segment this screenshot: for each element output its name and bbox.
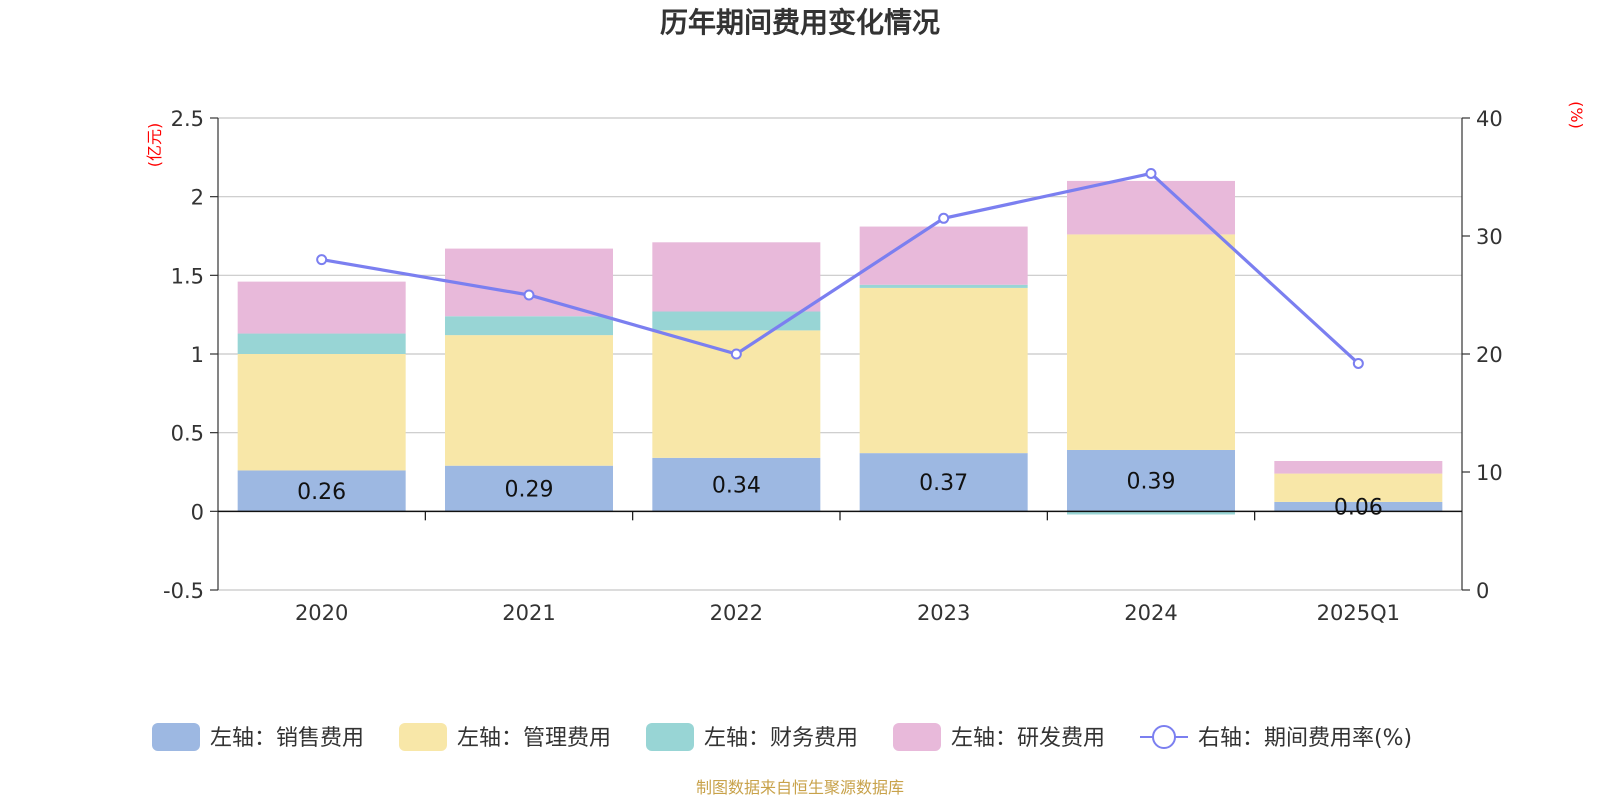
rate-line-point (523, 289, 535, 301)
rate-line-point (730, 348, 742, 360)
right-tick-label: 40 (1476, 107, 1503, 131)
bar-data-label: 0.37 (919, 471, 968, 496)
bar-segment (445, 465, 613, 512)
left-tick-label: 1.5 (171, 264, 204, 288)
bar-data-label: 0.29 (505, 478, 554, 503)
bar-data-label: 0.39 (1127, 470, 1176, 495)
left-axis-unit: (亿元) (145, 123, 164, 168)
bars (237, 180, 1443, 515)
bar-data-label: 0.34 (712, 474, 761, 499)
bar-segment (1067, 449, 1235, 512)
rate-line-path (321, 171, 1360, 365)
bar-segment (652, 242, 821, 312)
bar-labels: 0.26 0.29 0.34 0.37 0.39 0.06 (297, 470, 1383, 521)
bar-segment (1067, 511, 1235, 515)
grid (218, 117, 1462, 591)
left-axis-ticks: -0.5 0 0.5 1 1.5 2 2.5 (163, 107, 218, 603)
bar-segment (1067, 234, 1235, 450)
bar-data-label: 0.06 (1334, 496, 1383, 521)
x-tick-label: 2022 (710, 601, 763, 625)
right-axis-unit: (%) (1567, 101, 1586, 129)
legend-swatch (152, 723, 200, 751)
bar-segment (445, 335, 613, 466)
rate-line (316, 167, 1364, 369)
bar-segment (859, 287, 1028, 454)
rate-line-point (1352, 357, 1364, 369)
right-tick-label: 30 (1476, 225, 1503, 249)
bar-segment (1274, 501, 1443, 512)
legend-swatch (893, 723, 941, 751)
bar-segment (237, 333, 406, 354)
bar-segment (237, 281, 406, 334)
legend-label: 右轴：期间费用率(%) (1198, 726, 1412, 751)
right-tick-label: 10 (1476, 461, 1503, 485)
bar-segment (859, 284, 1028, 288)
x-tick-label: 2020 (295, 601, 348, 625)
bar-segment (859, 453, 1028, 512)
left-tick-label: 2.5 (171, 107, 204, 131)
left-tick-label: 2 (191, 186, 204, 210)
left-tick-label: -0.5 (163, 579, 204, 603)
x-axis-ticks: 2020 2021 2022 2023 2024 2025Q1 (295, 601, 1400, 625)
rate-line-point (938, 212, 950, 224)
right-tick-label: 20 (1476, 343, 1503, 367)
x-tick-label: 2021 (502, 601, 555, 625)
bar-segment (237, 354, 406, 471)
legend: 左轴：销售费用 左轴：管理费用 左轴：财务费用 左轴：研发费用 右轴：期间费用率(%) (152, 723, 1412, 751)
legend-swatch (646, 723, 694, 751)
x-tick-label: 2023 (917, 601, 970, 625)
right-axis-ticks: 0 10 20 30 40 (1462, 107, 1503, 603)
legend-label: 左轴：财务费用 (704, 726, 858, 751)
source-note: 制图数据来自恒生聚源数据库 (696, 778, 904, 797)
legend-label: 左轴：研发费用 (951, 726, 1105, 751)
left-tick-label: 1 (191, 343, 204, 367)
x-tick-label: 2024 (1124, 601, 1177, 625)
rate-line-point (1145, 167, 1157, 179)
right-tick-label: 0 (1476, 579, 1489, 603)
bar-data-label: 0.26 (297, 480, 346, 505)
legend-label: 左轴：销售费用 (210, 726, 364, 751)
left-tick-label: 0.5 (171, 422, 204, 446)
legend-swatch (399, 723, 447, 751)
left-tick-label: 0 (191, 500, 204, 524)
legend-label: 左轴：管理费用 (457, 726, 611, 751)
bar-segment (1274, 460, 1443, 474)
bar-segment (445, 316, 613, 336)
bar-segment (237, 470, 406, 512)
chart-title: 历年期间费用变化情况 (660, 6, 940, 39)
x-tick-label: 2025Q1 (1317, 601, 1400, 625)
bar-segment (1274, 473, 1443, 502)
rate-line-point (316, 254, 328, 266)
legend-line-marker (1152, 725, 1176, 749)
bar-segment (652, 457, 821, 512)
bar-segment (445, 248, 613, 317)
